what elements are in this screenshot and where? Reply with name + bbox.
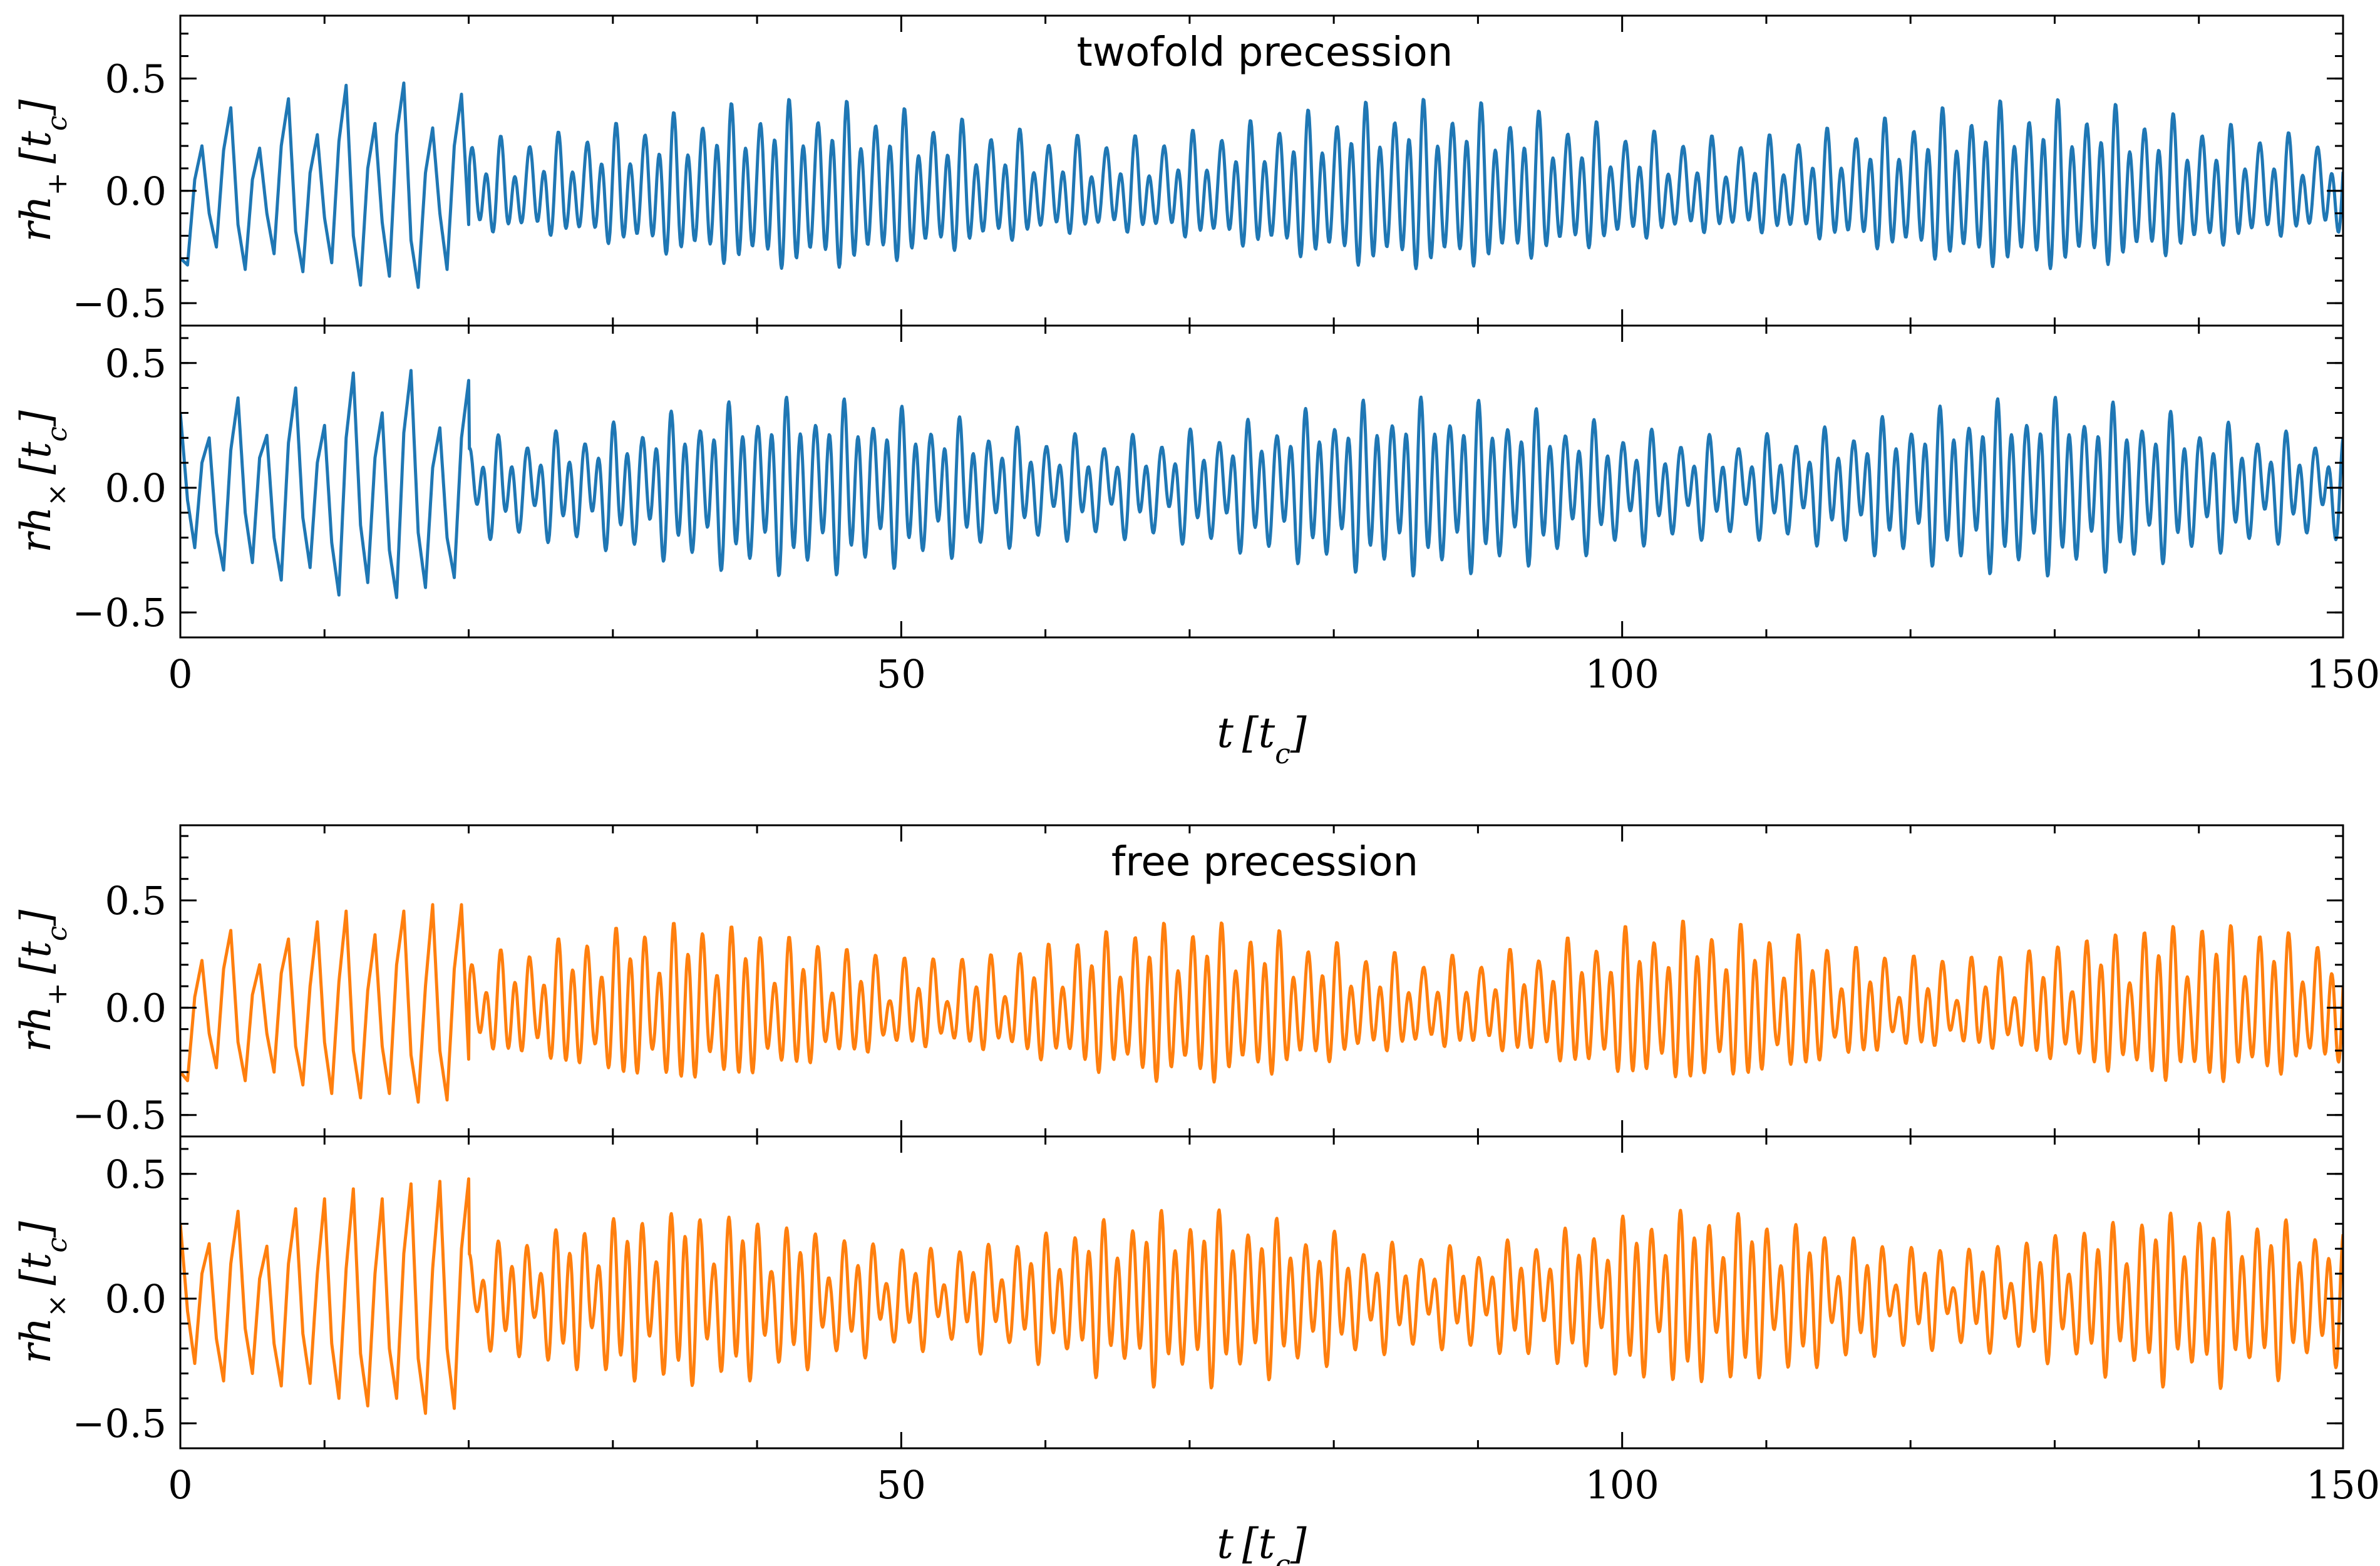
y-tick-label: −0.5 [72,1401,167,1446]
x-axis-label: t [tc] [1217,1520,1306,1566]
panel-2: −0.5 0.0 0.5 0 50 100 150 rh×[tc] t [tc] [12,324,2380,770]
panel-title: free precession [1111,839,1418,885]
y-tick-label: 0.0 [105,168,167,214]
x-tick-label: 100 [1585,1462,1659,1508]
plot-frame [179,1135,2344,1450]
y-tick-label: −0.5 [72,1093,167,1138]
panel-4: −0.5 0.0 0.5 0 50 100 150 rh×[tc] t [tc] [12,1135,2380,1566]
y-axis-label: rh+[tc] [12,99,73,242]
y-tick-label: 0.0 [105,465,167,511]
x-tick-label: 150 [2306,651,2380,697]
y-axis-label: rh×[tc] [12,410,73,553]
plot-frame [179,324,2344,639]
y-tick-label: 0.5 [105,878,167,924]
y-tick-label: 0.0 [105,1276,167,1322]
panel-title: twofold precession [1077,29,1453,76]
y-axis-label: rh×[tc] [12,1221,73,1364]
y-tick-label: −0.5 [72,281,167,326]
y-tick-label: 0.5 [105,341,167,386]
panel-1: −0.5 0.0 0.5 twofold precession rh+[tc] [12,14,2344,327]
x-tick-label: 0 [168,651,192,697]
x-tick-label: 100 [1585,651,1659,697]
series-line-1-1 [180,81,2343,289]
y-tick-label: −0.5 [72,590,167,636]
series-line-3-1 [180,903,2343,1104]
y-axis-label: rh+[tc] [12,909,73,1052]
y-tick-label: 0.5 [105,56,167,101]
x-tick-label: 150 [2306,1462,2380,1508]
x-axis-label: t [tc] [1217,709,1306,770]
series-line-2-1 [180,369,2343,599]
x-tick-label: 50 [877,651,926,697]
x-tick-label: 0 [168,1462,192,1508]
y-tick-label: 0.0 [105,985,167,1031]
panel-3: −0.5 0.0 0.5 free precession rh+[tc] [12,824,2344,1138]
y-tick-label: 0.5 [105,1151,167,1197]
series-line-4-1 [180,1177,2343,1415]
x-tick-label: 50 [877,1462,926,1508]
